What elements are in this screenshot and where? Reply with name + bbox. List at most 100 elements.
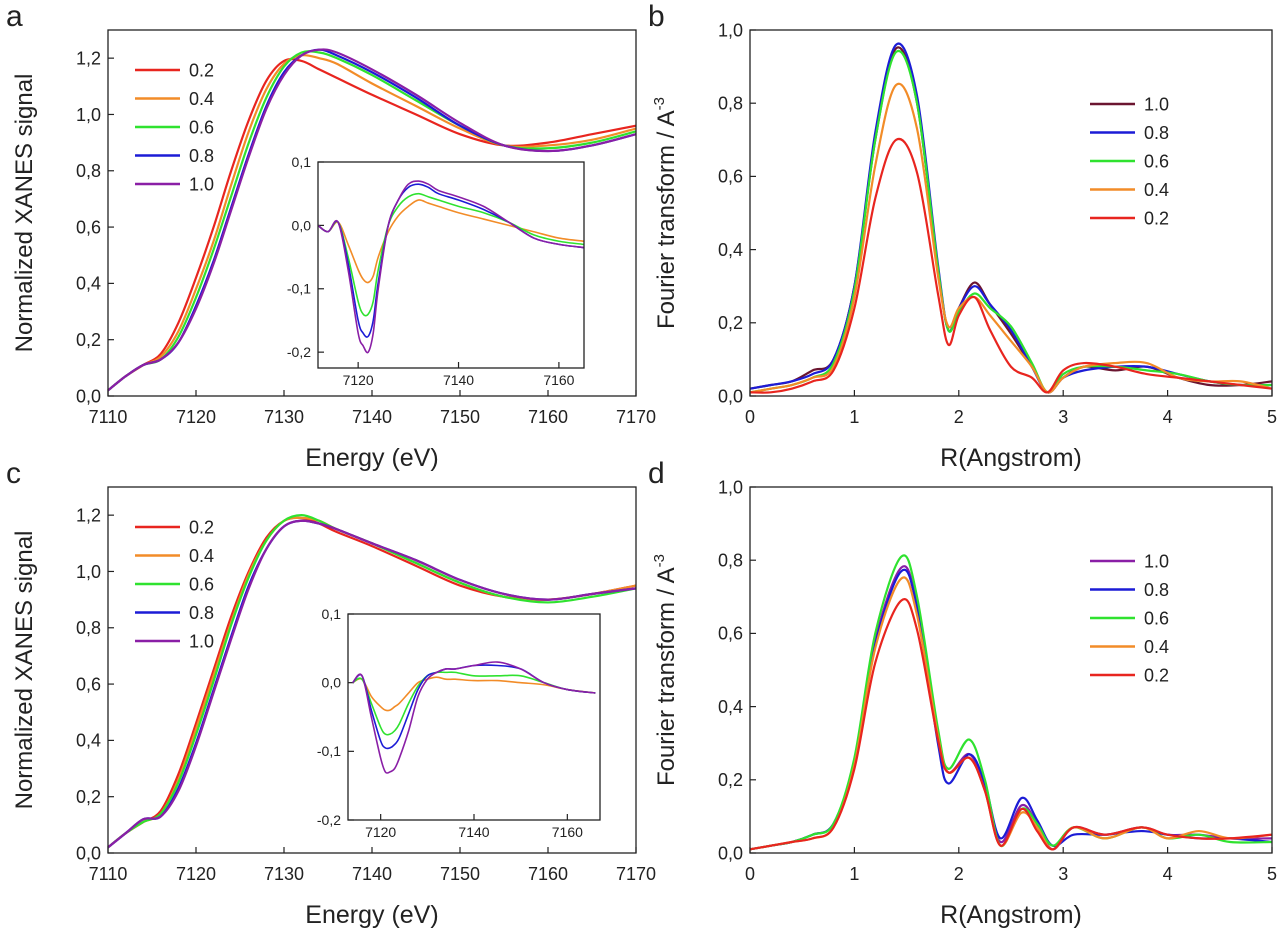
legend-label: 1.0 <box>189 175 214 195</box>
x-tick-label: 5 <box>1267 407 1277 427</box>
legend-label: 1.0 <box>189 632 214 652</box>
data-line <box>107 58 637 392</box>
data-line <box>317 192 585 317</box>
data-line <box>749 137 1273 394</box>
x-tick-label: 0 <box>745 407 755 427</box>
x-tick-label: 7140 <box>443 372 474 388</box>
x-tick-label: 7170 <box>616 407 656 427</box>
legend-label: 0.6 <box>1144 609 1169 629</box>
y-tick-label: -0,1 <box>287 281 311 297</box>
x-tick-label: 7160 <box>552 824 583 840</box>
y-tick-label: 0,6 <box>718 167 743 187</box>
x-tick-label: 7120 <box>176 864 216 884</box>
legend-label: 0.8 <box>1144 580 1169 600</box>
y-tick-label: 0,4 <box>76 731 101 751</box>
panel-label: a <box>6 0 23 33</box>
axes-frame <box>749 486 1273 854</box>
y-axis-label-text: Normalized XANES signal <box>11 531 38 810</box>
x-tick-label: 4 <box>1163 407 1173 427</box>
legend-label: 0.6 <box>189 118 214 138</box>
data-line <box>352 661 596 774</box>
y-tick-label: 0,0 <box>718 386 743 406</box>
legend-label: 0.2 <box>189 518 214 538</box>
y-tick-label: 0,6 <box>76 674 101 694</box>
x-axis-label: R(Angstrom) <box>940 444 1082 472</box>
y-tick-label: 0,0 <box>292 217 312 233</box>
y-tick-label: 0,4 <box>76 274 101 294</box>
panel-label: c <box>6 457 21 490</box>
y-axis-label-text: Fourier transform / A <box>653 567 680 786</box>
legend-label: 1.0 <box>1144 95 1169 115</box>
legend-label: 0.4 <box>189 546 214 566</box>
y-tick-label: 0,1 <box>292 154 312 170</box>
y-axis-label: Fourier transform / A-3 <box>651 554 680 786</box>
y-tick-label: -0,1 <box>317 743 341 759</box>
y-tick-label: 0,6 <box>718 624 743 644</box>
panel-label: d <box>648 457 665 490</box>
inset-background <box>318 162 584 368</box>
data-line <box>107 48 637 392</box>
y-tick-label: 0,8 <box>76 618 101 638</box>
data-line <box>749 82 1273 394</box>
x-tick-label: 7130 <box>264 407 304 427</box>
y-tick-label: -0,2 <box>287 344 311 360</box>
legend-label: 0.6 <box>1144 152 1169 172</box>
data-line <box>107 519 637 849</box>
x-tick-label: 1 <box>849 407 859 427</box>
y-tick-label: 1,0 <box>718 20 743 40</box>
x-tick-label: 7160 <box>543 372 574 388</box>
y-tick-label: 1,0 <box>76 105 101 125</box>
y-tick-label: 1,2 <box>76 48 101 68</box>
x-tick-label: 7110 <box>89 407 128 427</box>
legend-label: 0.8 <box>1144 123 1169 143</box>
legend-label: 0.8 <box>189 603 214 623</box>
y-tick-label: 0,2 <box>76 330 101 350</box>
legend-label: 0.4 <box>189 89 214 109</box>
y-tick-label: -0,2 <box>317 812 341 828</box>
x-tick-label: 5 <box>1267 864 1277 884</box>
y-tick-label: 0,0 <box>322 675 342 691</box>
x-tick-label: 4 <box>1163 864 1173 884</box>
axes-frame <box>107 29 637 397</box>
legend-label: 0.4 <box>1144 637 1169 657</box>
x-tick-label: 7140 <box>352 864 392 884</box>
data-line <box>749 568 1273 851</box>
x-tick-label: 7110 <box>89 864 128 884</box>
data-line <box>317 180 585 354</box>
y-tick-label: 0,0 <box>76 386 101 406</box>
x-tick-label: 7150 <box>440 864 480 884</box>
axes-frame <box>749 29 1273 397</box>
y-tick-label: 0,2 <box>76 787 101 807</box>
panel-label: b <box>648 0 665 33</box>
x-tick-label: 7140 <box>458 824 489 840</box>
legend-label: 0.2 <box>1144 209 1169 229</box>
axes-frame <box>317 161 585 369</box>
data-line <box>749 565 1273 851</box>
y-tick-label: 0,1 <box>322 606 342 622</box>
y-tick-label: 0,4 <box>718 240 743 260</box>
y-tick-label: 0,8 <box>718 94 743 114</box>
x-tick-label: 7170 <box>616 864 656 884</box>
x-tick-label: 7160 <box>528 407 568 427</box>
data-line <box>749 576 1273 851</box>
y-tick-label: 1,0 <box>718 477 743 497</box>
data-line <box>749 554 1273 851</box>
x-tick-label: 7120 <box>176 407 216 427</box>
y-tick-label: 0,8 <box>718 551 743 571</box>
x-tick-label: 2 <box>954 407 964 427</box>
legend-label: 0.6 <box>189 575 214 595</box>
legend-label: 1.0 <box>1144 552 1169 572</box>
x-tick-label: 7140 <box>352 407 392 427</box>
x-tick-label: 7120 <box>365 824 396 840</box>
x-tick-label: 7160 <box>528 864 568 884</box>
x-tick-label: 1 <box>849 864 859 884</box>
data-line <box>749 49 1273 394</box>
y-tick-label: 0,0 <box>76 843 101 863</box>
axes-frame <box>347 613 601 821</box>
x-tick-label: 7150 <box>440 407 480 427</box>
x-tick-label: 2 <box>954 864 964 884</box>
y-tick-label: 0,2 <box>718 770 743 790</box>
y-tick-label: 1,2 <box>76 505 101 525</box>
